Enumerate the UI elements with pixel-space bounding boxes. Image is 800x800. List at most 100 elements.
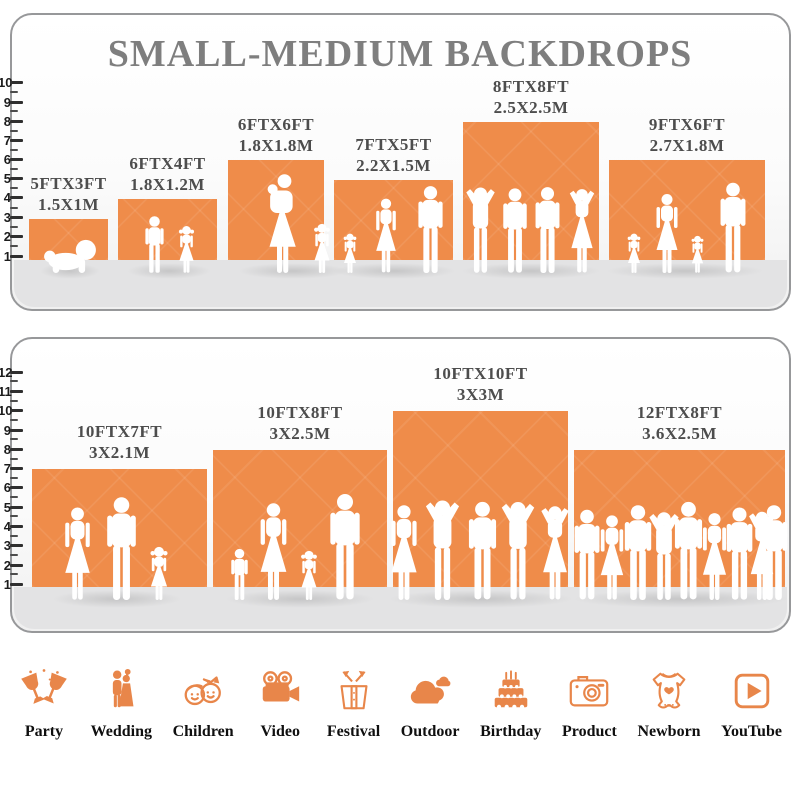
children-faces-icon xyxy=(184,676,222,706)
backdrop-size-label: 8FTX8FT 2.5X2.5M xyxy=(492,77,570,117)
ruler-number: 9 xyxy=(3,95,11,110)
ruler-minor-tick xyxy=(10,245,18,247)
ruler-minor-tick xyxy=(10,187,18,189)
ruler-minor-tick xyxy=(10,91,18,93)
ruler-tick xyxy=(10,81,23,84)
ruler-tick xyxy=(10,583,23,586)
ruler-number: 3 xyxy=(3,538,11,553)
ruler-tick xyxy=(10,525,23,528)
ruler-minor-tick xyxy=(10,477,18,479)
birthday-cake-icon xyxy=(494,670,528,709)
ruler-tick xyxy=(10,486,23,489)
ruler-number: 6 xyxy=(3,152,11,167)
ruler-number: 1 xyxy=(3,249,11,264)
ruler-number: 11 xyxy=(0,384,12,399)
ruler-tick xyxy=(10,467,23,470)
category-birthday: Birthday xyxy=(480,668,541,741)
gift-box-icon xyxy=(340,670,368,710)
ruler-minor-tick xyxy=(10,573,18,575)
ruler-tick xyxy=(10,139,23,142)
backdrop-size-label: 6FTX6FT 1.8X1.8M xyxy=(237,115,315,155)
backdrop-bar-6x4 xyxy=(118,199,217,260)
ruler-minor-tick xyxy=(10,149,18,151)
backdrop-size-label: 6FTX4FT 1.8X1.2M xyxy=(129,154,206,194)
ruler-number: 1 xyxy=(3,577,11,592)
category-party: Party xyxy=(18,668,70,741)
category-label: Party xyxy=(24,723,64,740)
ruler-minor-tick xyxy=(10,400,18,402)
ruler-tick xyxy=(10,177,23,180)
ruler-minor-tick xyxy=(10,168,18,170)
ruler-tick xyxy=(10,235,23,238)
people-silhouette-woman-man-girl xyxy=(65,497,168,600)
category-label: Wedding xyxy=(90,723,152,740)
category-label: YouTube xyxy=(721,723,782,740)
category-festival: Festival xyxy=(327,668,380,741)
category-label: Product xyxy=(562,723,617,740)
ruler-tick xyxy=(10,371,23,374)
category-wedding: Wedding xyxy=(91,668,152,741)
photo-camera-icon xyxy=(570,676,609,707)
ruler-number: 3 xyxy=(3,210,11,225)
ruler-number: 4 xyxy=(3,190,11,205)
category-label: Festival xyxy=(326,723,381,740)
ruler-number: 12 xyxy=(0,365,13,380)
category-label: Newborn xyxy=(637,723,701,740)
youtube-play-icon xyxy=(734,673,769,709)
category-product: Product xyxy=(562,668,617,741)
silhouette-shadow xyxy=(606,263,764,279)
category-label: Outdoor xyxy=(400,723,460,740)
floor-strip xyxy=(14,260,787,307)
category-row: Party Wedding xyxy=(18,668,782,741)
ruler-minor-tick xyxy=(10,438,18,440)
ruler-number: 5 xyxy=(3,500,11,515)
silhouette-shadow xyxy=(461,263,601,279)
category-newborn: Newborn xyxy=(637,668,701,741)
cloud-icon xyxy=(410,676,451,704)
ruler-number: 7 xyxy=(3,133,11,148)
ruler-tick xyxy=(10,158,23,161)
people-silhouette-five-adults xyxy=(391,500,569,600)
backdrop-size-label: 5FTX3FT 1.5X1M xyxy=(30,174,107,214)
ruler-number: 5 xyxy=(3,171,11,186)
ruler-tick xyxy=(10,448,23,451)
ruler-minor-tick xyxy=(10,535,18,537)
ruler-number: 8 xyxy=(3,114,11,129)
people-silhouette-crowd xyxy=(574,501,788,600)
people-silhouette-family-of-four xyxy=(231,494,360,600)
ruler-minor-tick xyxy=(10,130,18,132)
ruler-minor-tick xyxy=(10,226,18,228)
backdrop-size-label: 10FTX10FT 3X3M xyxy=(433,364,528,404)
ruler-tick xyxy=(10,101,23,104)
baby-onesie-icon xyxy=(652,672,686,709)
ruler-minor-tick xyxy=(10,458,18,460)
silhouette-shadow xyxy=(127,263,211,279)
ruler-tick xyxy=(10,216,23,219)
category-children: Children xyxy=(173,668,234,741)
ruler-number: 4 xyxy=(3,519,11,534)
ruler-tick xyxy=(10,390,23,393)
page-title: SMALL-MEDIUM BACKDROPS xyxy=(107,33,693,75)
party-glasses-icon xyxy=(21,669,67,704)
ruler-number: 2 xyxy=(3,229,11,244)
category-label: Children xyxy=(172,723,234,740)
wedding-couple-icon xyxy=(113,668,134,708)
ruler-tick xyxy=(10,429,23,432)
ruler-minor-tick xyxy=(10,419,18,421)
ruler-tick xyxy=(10,120,23,123)
ruler-tick xyxy=(10,255,23,258)
silhouette-shadow xyxy=(388,590,574,608)
ruler-minor-tick xyxy=(10,496,18,498)
backdrop-size-label: 9FTX6FT 2.7X1.8M xyxy=(648,115,726,155)
ruler-tick xyxy=(10,506,23,509)
people-silhouette-toddler-woman-man xyxy=(343,186,443,273)
category-youtube: YouTube xyxy=(721,668,782,741)
people-silhouette-four-adults xyxy=(466,187,595,273)
ruler-minor-tick xyxy=(10,554,18,556)
ruler-minor-tick xyxy=(10,380,18,382)
people-silhouette-crawling-baby xyxy=(44,239,96,273)
ruler-number: 8 xyxy=(3,442,11,457)
ruler-number: 9 xyxy=(3,423,11,438)
category-outdoor: Outdoor xyxy=(400,668,460,741)
